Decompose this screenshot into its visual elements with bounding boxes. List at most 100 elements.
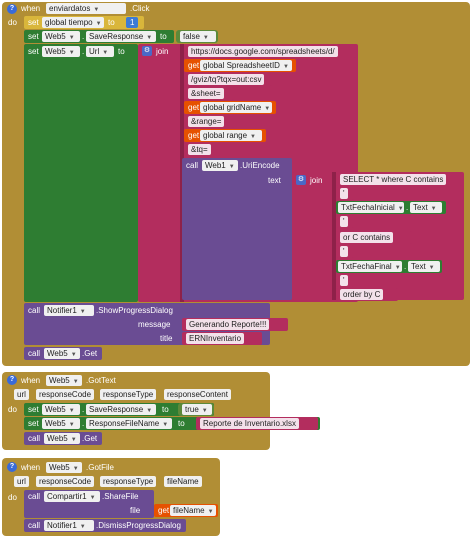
gear-icon[interactable]: ⚙ <box>296 175 306 185</box>
to-label: to <box>108 18 115 27</box>
component-dropdown[interactable]: Compartir1 ▼ <box>44 491 100 502</box>
component-dropdown[interactable]: Web5 ▼ <box>44 348 80 359</box>
property-dropdown[interactable]: SaveResponse ▼ <box>86 404 156 415</box>
set-label: set <box>28 419 39 428</box>
when-label: when <box>21 463 41 472</box>
set-url-block[interactable] <box>24 44 138 302</box>
get-label: get <box>188 103 200 112</box>
chevron-down-icon: ▼ <box>95 21 102 27</box>
component-dropdown[interactable]: Web5 ▼ <box>44 433 80 444</box>
dot-label: . <box>82 405 85 414</box>
property-dropdown[interactable]: SaveResponse ▼ <box>86 31 156 42</box>
component-dropdown[interactable]: Notifier1 ▼ <box>44 520 94 531</box>
text-value[interactable]: Reporte de Inventario.xlsx <box>200 418 299 429</box>
to-label: to <box>160 32 167 41</box>
text-value[interactable]: ' <box>340 216 348 227</box>
text-value[interactable]: ' <box>340 275 348 286</box>
set-label: set <box>28 32 39 41</box>
text-value[interactable]: SELECT * where C contains <box>340 174 447 185</box>
call-label: call <box>28 434 41 443</box>
dot-label: . <box>406 203 409 212</box>
component-dropdown[interactable]: TxtFechaInicial ▼ <box>338 202 404 213</box>
chevron-down-icon: ▼ <box>79 524 86 530</box>
text-value[interactable]: &tq= <box>188 144 211 155</box>
param-responsetype[interactable]: responseType <box>100 476 157 487</box>
dot-label: . <box>82 32 85 41</box>
text-value[interactable]: https://docs.google.com/spreadsheets/d/ <box>188 46 338 57</box>
chevron-down-icon: ▼ <box>282 64 289 70</box>
set-label: set <box>28 18 39 27</box>
param-url[interactable]: url <box>14 476 29 487</box>
text-value[interactable]: ' <box>340 246 348 257</box>
boolean-dropdown[interactable]: false ▼ <box>180 31 216 42</box>
component-dropdown[interactable]: Notifier1 ▼ <box>44 305 94 316</box>
do-label: do <box>8 493 17 502</box>
variable-dropdown[interactable]: global range ▼ <box>200 130 262 141</box>
dot-label: . <box>404 262 407 271</box>
help-icon[interactable]: ? <box>7 4 17 14</box>
to-label: to <box>162 405 169 414</box>
text-value[interactable]: order by C <box>340 289 384 300</box>
join-inner-slot <box>332 172 336 300</box>
chevron-down-icon: ▼ <box>89 495 96 501</box>
param-responsecode[interactable]: responseCode <box>36 476 95 487</box>
chevron-down-icon: ▼ <box>102 50 109 56</box>
chevron-down-icon: ▼ <box>70 352 77 358</box>
to-label: to <box>118 47 125 56</box>
param-responsetype[interactable]: responseType <box>100 389 157 400</box>
component-dropdown[interactable]: Web5 ▼ <box>42 418 80 429</box>
uriencode-call-block[interactable] <box>182 158 292 300</box>
help-icon[interactable]: ? <box>7 462 17 472</box>
property-dropdown[interactable]: Text ▼ <box>410 202 442 213</box>
boolean-dropdown[interactable]: true ▼ <box>182 404 212 415</box>
component-dropdown[interactable]: TxtFechaFinal ▼ <box>338 261 402 272</box>
chevron-down-icon: ▼ <box>79 309 86 315</box>
text-value[interactable]: &range= <box>188 116 225 127</box>
component-dropdown[interactable]: Web1 ▼ <box>202 160 238 171</box>
event-label: .Click <box>130 4 150 13</box>
component-dropdown[interactable]: Web5 ▼ <box>46 462 82 473</box>
chevron-down-icon: ▼ <box>70 437 77 443</box>
chevron-down-icon: ▼ <box>201 408 208 414</box>
variable-dropdown[interactable]: global tiempo ▼ <box>42 17 104 28</box>
component-dropdown[interactable]: Web5 ▼ <box>46 375 82 386</box>
method-label: .ShareFile <box>102 492 139 501</box>
property-dropdown[interactable]: Text ▼ <box>408 261 440 272</box>
call-label: call <box>186 161 199 170</box>
param-responsecode[interactable]: responseCode <box>36 389 95 400</box>
variable-dropdown[interactable]: global gridName ▼ <box>200 102 272 113</box>
chevron-down-icon: ▼ <box>68 408 75 414</box>
chevron-down-icon: ▼ <box>68 35 75 41</box>
text-value[interactable]: or C contains <box>340 232 394 243</box>
text-value[interactable]: /gviz/tq?tqx=out:csv <box>188 74 265 85</box>
param-filename[interactable]: fileName <box>164 476 202 487</box>
text-value[interactable]: ' <box>340 188 348 199</box>
component-dropdown[interactable]: Web5 ▼ <box>42 404 80 415</box>
component-dropdown[interactable]: Web5 ▼ <box>42 31 80 42</box>
number-value[interactable]: 1 <box>126 17 139 28</box>
text-value[interactable]: &sheet= <box>188 88 224 99</box>
text-value[interactable]: ERNInventario <box>186 333 245 344</box>
property-dropdown[interactable]: ResponseFileName ▼ <box>86 418 172 429</box>
variable-dropdown[interactable]: global SpreadsheetID ▼ <box>200 60 292 71</box>
method-label: .UriEncode <box>240 161 280 170</box>
dot-label: . <box>82 419 85 428</box>
help-icon[interactable]: ? <box>7 375 17 385</box>
gear-icon[interactable]: ⚙ <box>142 46 152 56</box>
title-param-label: title <box>160 334 173 343</box>
method-label: .Get <box>82 434 98 443</box>
join-label: join <box>310 176 323 185</box>
param-responsecontent[interactable]: responseContent <box>164 389 231 400</box>
call-label: call <box>28 306 41 315</box>
chevron-down-icon: ▼ <box>72 466 79 472</box>
chevron-down-icon: ▼ <box>146 35 153 41</box>
do-label: do <box>8 18 17 27</box>
text-value[interactable]: Generando Reporte!!! <box>186 319 270 330</box>
call-label: call <box>28 349 41 358</box>
param-url[interactable]: url <box>14 389 29 400</box>
component-dropdown[interactable]: enviardatos ▼ <box>46 3 126 14</box>
property-dropdown[interactable]: Url ▼ <box>86 46 114 57</box>
variable-dropdown[interactable]: fileName ▼ <box>170 505 216 516</box>
chevron-down-icon: ▼ <box>93 7 100 13</box>
component-dropdown[interactable]: Web5 ▼ <box>42 46 80 57</box>
